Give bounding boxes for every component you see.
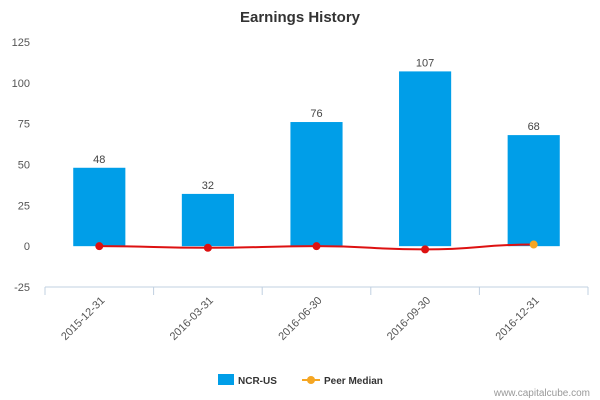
y-tick-label: 100 [12,78,30,90]
x-tick-label: 2016-03-31 [168,295,216,343]
y-tick-label: 75 [18,119,30,131]
bar [290,122,343,247]
legend-item-ncr-us[interactable]: NCR-US [218,374,277,387]
legend-swatch-marker [307,376,315,384]
data-label: 48 [93,154,105,166]
y-tick-label: -25 [14,282,30,294]
bar-series: 48 32 76 107 68 [73,57,560,247]
legend-item-peer-median[interactable]: Peer Median [302,376,383,387]
peer-median-series [95,240,538,254]
x-tick-label: 2016-06-30 [276,295,324,343]
watermark: www.capitalcube.com [493,388,590,399]
y-tick-label: 25 [18,200,30,212]
data-label: 107 [416,57,434,69]
x-axis: 2015-12-31 2016-03-31 2016-06-30 2016-09-30… [44,286,589,343]
x-tick-label: 2015-12-31 [59,295,107,343]
data-label: 68 [528,121,540,133]
data-label: 32 [202,180,214,192]
data-label: 76 [310,108,322,120]
y-tick-label: 125 [12,37,30,49]
legend-label: Peer Median [324,376,383,387]
bar [73,167,126,247]
legend-label: NCR-US [238,376,277,387]
x-tick-label: 2016-12-31 [494,295,542,343]
bar [181,193,234,247]
line-point [529,240,538,249]
legend-swatch [218,374,234,385]
line-point [203,243,212,252]
bar [507,135,560,247]
y-tick-label: 0 [24,241,30,253]
bar [399,71,452,247]
legend[interactable]: NCR-US Peer Median [218,374,383,387]
y-axis: 125 100 75 50 25 0 -25 [12,37,30,294]
y-tick-label: 50 [18,160,30,172]
line-point [95,242,104,251]
line-point [421,245,430,254]
line-point [312,242,321,251]
chart-title: Earnings History [240,9,361,26]
x-tick-label: 2016-09-30 [385,295,433,343]
